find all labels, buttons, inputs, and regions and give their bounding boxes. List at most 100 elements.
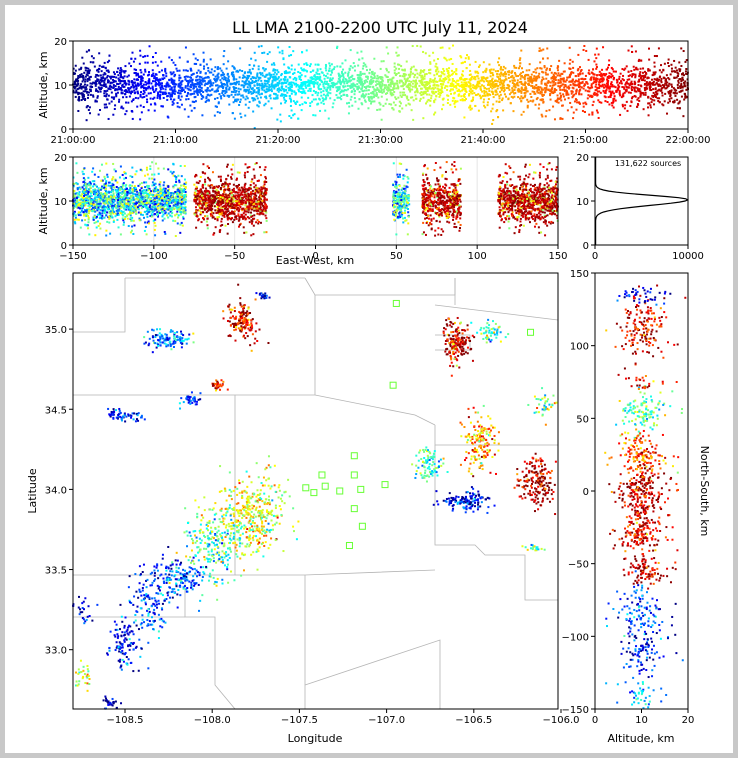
- time-altitude-point: [639, 84, 642, 87]
- time-altitude-point: [489, 93, 492, 96]
- time-altitude-point: [233, 77, 236, 80]
- east-west-point: [136, 195, 139, 198]
- time-altitude-point: [483, 89, 486, 92]
- time-altitude-point: [579, 70, 582, 73]
- time-altitude-point: [98, 80, 101, 83]
- time-altitude-point: [576, 69, 579, 72]
- time-altitude-point: [312, 77, 315, 80]
- time-altitude-point: [590, 83, 593, 86]
- time-altitude-point: [258, 88, 261, 91]
- time-altitude-point: [298, 87, 301, 90]
- time-altitude-point: [114, 85, 117, 88]
- time-altitude-point: [552, 80, 555, 83]
- time-altitude-point: [607, 64, 610, 67]
- time-altitude-point: [463, 93, 466, 96]
- time-altitude-point: [591, 86, 594, 89]
- time-altitude-point: [587, 72, 590, 75]
- time-altitude-point: [365, 65, 368, 68]
- time-altitude-point: [209, 79, 212, 82]
- time-altitude-point: [665, 74, 668, 77]
- time-altitude-point: [361, 93, 364, 96]
- time-altitude-point: [515, 66, 518, 69]
- east-west-point: [124, 208, 127, 211]
- time-altitude-point: [615, 78, 618, 81]
- time-altitude-point: [361, 67, 364, 70]
- time-altitude-point: [588, 69, 591, 72]
- time-altitude-point: [509, 80, 512, 83]
- time-altitude-point: [471, 99, 474, 102]
- time-altitude-point: [358, 79, 361, 82]
- time-altitude-point: [590, 76, 593, 79]
- east-west-point: [105, 234, 108, 237]
- east-west-point: [141, 198, 144, 201]
- time-altitude-point: [565, 93, 568, 96]
- time-altitude-point: [261, 52, 264, 55]
- east-west-point: [152, 209, 155, 212]
- east-west-point: [87, 176, 90, 179]
- time-altitude-point: [654, 71, 657, 74]
- time-altitude-point: [272, 68, 275, 71]
- time-altitude-point: [491, 107, 494, 110]
- time-altitude-point: [502, 73, 505, 76]
- east-west-point: [143, 229, 146, 232]
- time-altitude-point: [486, 80, 489, 83]
- time-altitude-point: [125, 101, 128, 104]
- time-altitude-point: [567, 97, 570, 100]
- time-altitude-point: [374, 80, 377, 83]
- east-west-point: [118, 207, 121, 210]
- time-altitude-point: [154, 84, 157, 87]
- time-altitude-point: [169, 95, 172, 98]
- east-west-point: [148, 201, 151, 204]
- time-altitude-point: [87, 70, 90, 73]
- time-altitude-point: [179, 86, 182, 89]
- time-altitude-point: [160, 69, 163, 72]
- time-altitude-point: [152, 56, 155, 59]
- east-west-point: [131, 211, 134, 214]
- time-altitude-point: [201, 94, 204, 97]
- time-altitude-point: [303, 63, 306, 66]
- time-altitude-point: [277, 46, 280, 49]
- time-altitude-point: [655, 55, 658, 58]
- time-altitude-point: [166, 115, 169, 118]
- time-altitude-point: [254, 98, 257, 101]
- time-altitude-point: [586, 82, 589, 85]
- time-altitude-point: [559, 85, 562, 88]
- time-altitude-point: [378, 84, 381, 87]
- time-altitude-point: [204, 82, 207, 85]
- east-west-point: [103, 196, 106, 199]
- time-altitude-point: [556, 74, 559, 77]
- time-altitude-point: [139, 54, 142, 57]
- time-altitude-point: [122, 96, 125, 99]
- time-altitude-point: [146, 82, 149, 85]
- time-altitude-point: [492, 68, 495, 71]
- time-altitude-point: [538, 47, 541, 50]
- time-altitude-point: [531, 86, 534, 89]
- east-west-point: [138, 192, 141, 195]
- time-altitude-point: [400, 65, 403, 68]
- east-west-point: [115, 206, 118, 209]
- time-altitude-point: [656, 89, 659, 92]
- east-west-point: [132, 197, 135, 200]
- time-altitude-point: [324, 67, 327, 70]
- time-altitude-point: [655, 78, 658, 81]
- time-altitude-point: [298, 86, 301, 89]
- time-altitude-point: [216, 78, 219, 81]
- time-altitude-point: [544, 89, 547, 92]
- east-west-point: [122, 182, 125, 185]
- time-altitude-xtick-label: 22:00:00: [666, 135, 711, 146]
- time-altitude-point: [644, 91, 647, 94]
- time-altitude-point: [301, 91, 304, 94]
- east-west-point: [125, 196, 128, 199]
- time-altitude-point: [303, 81, 306, 84]
- time-altitude-point: [415, 97, 418, 100]
- time-altitude-point: [418, 99, 421, 102]
- time-altitude-point: [456, 83, 459, 86]
- time-altitude-point: [83, 86, 86, 89]
- time-altitude-point: [448, 79, 451, 82]
- time-altitude-point: [569, 73, 572, 76]
- time-altitude-point: [162, 74, 165, 77]
- east-west-point: [134, 193, 137, 196]
- east-west-point: [145, 192, 148, 195]
- east-west-point: [111, 204, 114, 207]
- time-altitude-point: [320, 80, 323, 83]
